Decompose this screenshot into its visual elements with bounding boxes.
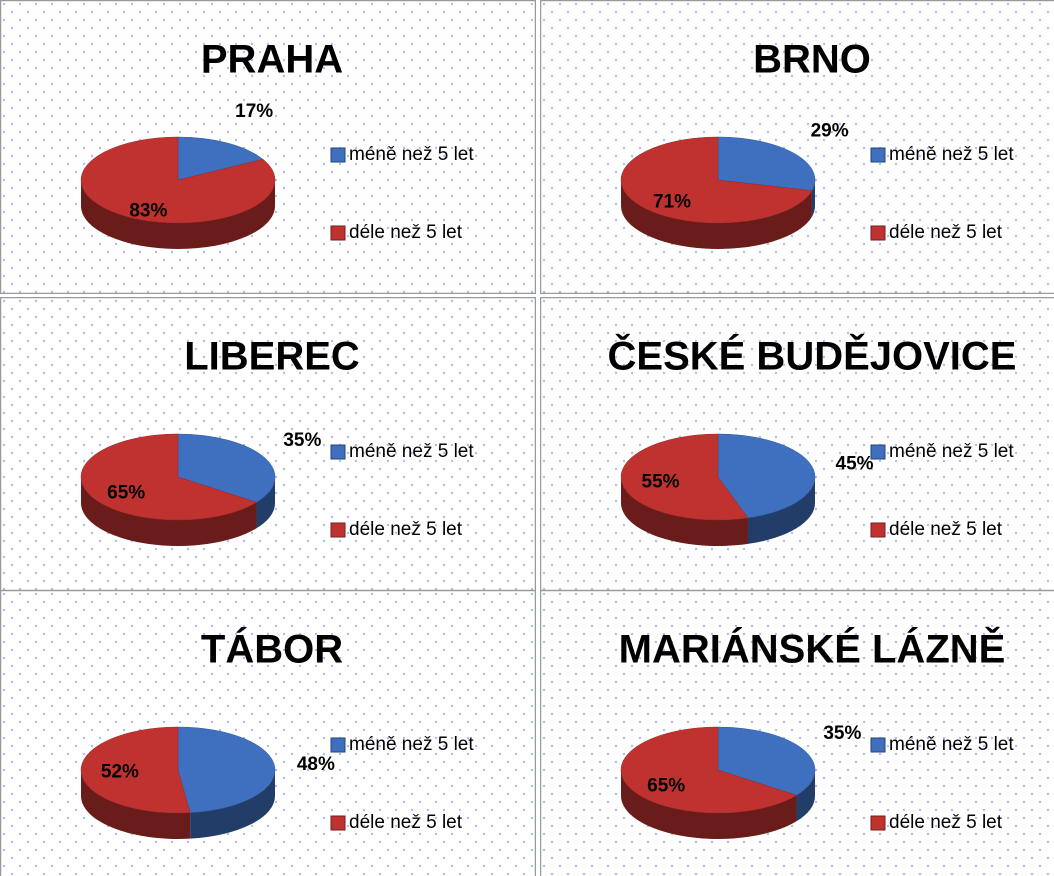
slice-side bbox=[811, 180, 815, 217]
legend-label: méně než 5 let bbox=[349, 144, 474, 165]
legend-label: méně než 5 let bbox=[889, 441, 1014, 462]
legend-swatch bbox=[330, 522, 346, 538]
legend-swatch bbox=[870, 444, 886, 460]
panel-background bbox=[0, 590, 536, 876]
panel-background bbox=[540, 590, 1054, 876]
data-label: 52% bbox=[101, 761, 139, 782]
slice-side bbox=[796, 770, 815, 822]
slice bbox=[717, 433, 816, 519]
panel-border bbox=[540, 0, 1054, 294]
legend-swatch bbox=[330, 147, 346, 163]
legend-label: déle než 5 let bbox=[889, 812, 1003, 833]
slice-side bbox=[81, 770, 191, 839]
data-label: 29% bbox=[811, 120, 849, 141]
legend-label: méně než 5 let bbox=[889, 734, 1014, 755]
chart-panel: BRNO 29% 71% méně než 5 let déle než 5 let bbox=[540, 0, 1054, 294]
data-label: 17% bbox=[235, 101, 273, 122]
legend-swatch bbox=[870, 147, 886, 163]
data-label: 65% bbox=[647, 776, 685, 797]
panel-border bbox=[0, 0, 536, 294]
legend-swatch bbox=[330, 815, 346, 831]
legend-label: méně než 5 let bbox=[349, 734, 474, 755]
data-label: 71% bbox=[653, 191, 691, 212]
legend-label: déle než 5 let bbox=[889, 222, 1003, 243]
slice-side bbox=[190, 770, 275, 839]
legend-swatch bbox=[330, 737, 346, 753]
legend-swatch bbox=[870, 815, 886, 831]
legend-swatch bbox=[330, 225, 346, 241]
chart-panel: MARIÁNSKÉ LÁZNĚ 35% 65% méně než 5 let déle … bbox=[540, 590, 1054, 876]
panel-border bbox=[0, 590, 536, 876]
chart-title: ČESKÉ BUDĚJOVICE bbox=[608, 333, 1017, 379]
legend-swatch bbox=[330, 444, 346, 460]
panel-background bbox=[540, 297, 1054, 591]
slice-side bbox=[81, 477, 257, 546]
data-label: 55% bbox=[642, 472, 680, 493]
data-label: 35% bbox=[283, 430, 321, 451]
chart-title: MARIÁNSKÉ LÁZNĚ bbox=[619, 626, 1006, 672]
slice bbox=[80, 726, 191, 814]
chart-panel: PRAHA 17% 83% méně než 5 let déle než 5 let bbox=[0, 0, 536, 294]
chart-title: PRAHA bbox=[201, 38, 343, 82]
slice-side bbox=[81, 180, 275, 249]
slice bbox=[80, 136, 276, 224]
slice-side bbox=[621, 477, 748, 546]
chart-title: TÁBOR bbox=[201, 627, 343, 672]
legend-label: méně než 5 let bbox=[889, 144, 1014, 165]
data-label: 48% bbox=[297, 754, 335, 775]
slice-side bbox=[621, 770, 797, 839]
data-label: 83% bbox=[129, 201, 167, 222]
chart-panel: TÁBOR 48% 52% méně než 5 let déle než 5 let bbox=[0, 590, 536, 876]
legend-label: déle než 5 let bbox=[349, 812, 463, 833]
panel-border bbox=[540, 590, 1054, 876]
data-label: 35% bbox=[823, 723, 861, 744]
slice bbox=[620, 136, 813, 224]
slice bbox=[620, 433, 749, 521]
legend-swatch bbox=[870, 522, 886, 538]
chart-panel: LIBEREC 35% 65% méně než 5 let déle než 5 le… bbox=[0, 297, 536, 591]
slice bbox=[717, 726, 816, 796]
slice bbox=[620, 726, 798, 814]
legend-swatch bbox=[870, 225, 886, 241]
legend-label: déle než 5 let bbox=[349, 222, 463, 243]
slice-side bbox=[747, 477, 815, 544]
panel-background bbox=[0, 0, 536, 294]
chart-title: BRNO bbox=[753, 38, 871, 82]
slice-side bbox=[621, 180, 812, 249]
slice bbox=[177, 726, 276, 813]
slice bbox=[80, 433, 258, 521]
legend-swatch bbox=[870, 737, 886, 753]
slice-side bbox=[256, 477, 276, 529]
panel-background bbox=[0, 297, 536, 591]
chart-title: LIBEREC bbox=[184, 335, 360, 379]
legend-label: déle než 5 let bbox=[349, 519, 463, 540]
data-label: 45% bbox=[836, 454, 874, 475]
slice bbox=[717, 136, 816, 191]
slice bbox=[177, 433, 276, 503]
legend-label: déle než 5 let bbox=[889, 519, 1003, 540]
data-label: 65% bbox=[107, 483, 145, 504]
slice bbox=[177, 136, 264, 181]
chart-panel: ČESKÉ BUDĚJOVICE 45% 55% méně než 5 let déle… bbox=[540, 297, 1054, 591]
panel-background bbox=[540, 0, 1054, 294]
legend-label: méně než 5 let bbox=[349, 441, 474, 462]
